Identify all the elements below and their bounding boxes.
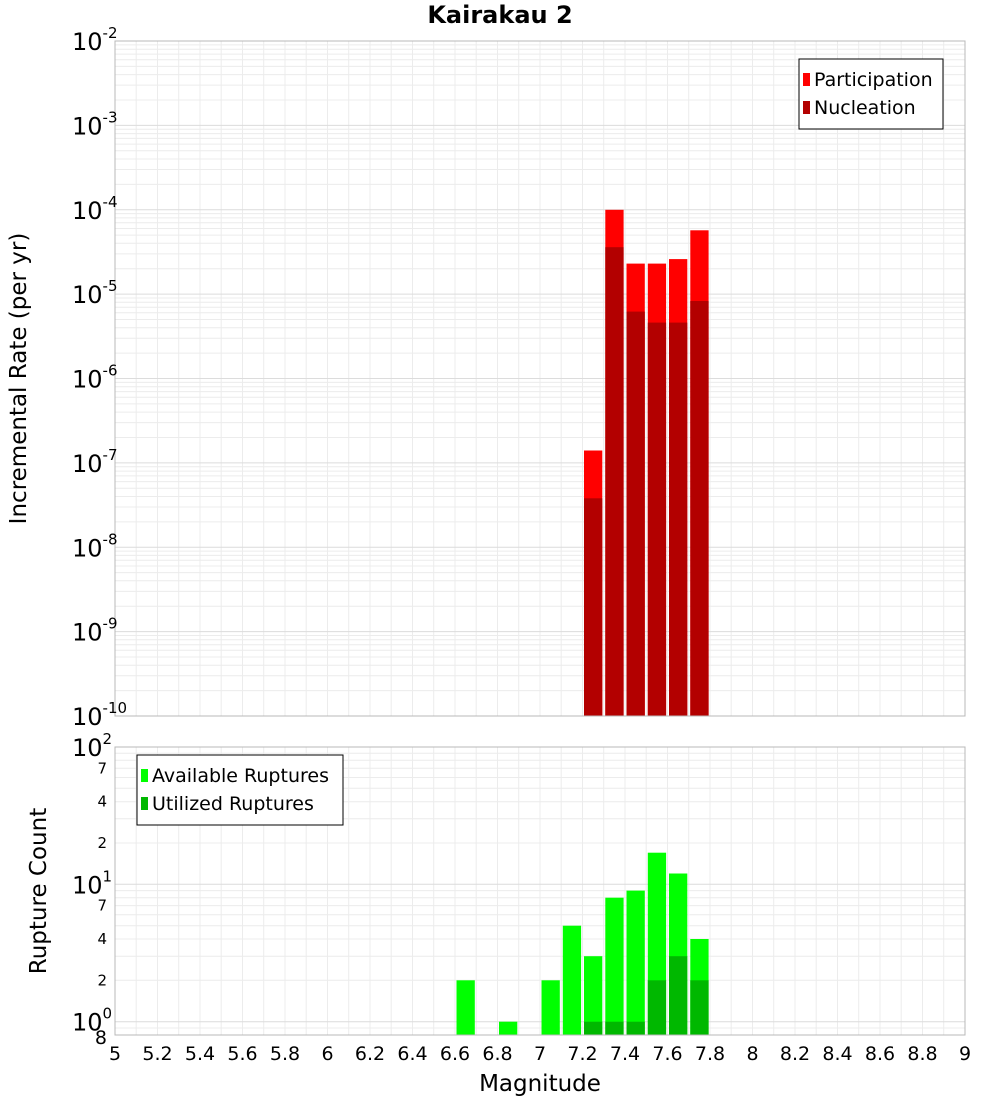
bar-utilized-ruptures: [584, 1021, 603, 1035]
count-bars: [456, 852, 709, 1035]
x-axis-ticks: 5 5.2 5.4 5.6 5.8 6 6.2 6.4 6.6 6.8 7 7.2 7.4 7.6 7.8 8…: [109, 1043, 971, 1065]
x-tick-label: 7: [534, 1043, 546, 1065]
y-minor-tick-label: 7: [97, 897, 107, 915]
legend-swatch: [141, 769, 148, 782]
x-tick-label: 8.4: [822, 1043, 852, 1065]
x-tick-label: 8.6: [865, 1043, 895, 1065]
bar-nucleation: [584, 498, 603, 716]
bar-available-ruptures: [626, 890, 645, 1035]
bar-available-ruptures: [456, 980, 475, 1035]
x-tick-label: 5.6: [227, 1043, 257, 1065]
rate-bars: [584, 209, 709, 717]
rate-panel: 10-2 10-3 10-4 10-5 10-6 10-7 10-8 10-9 10-10 In…: [6, 24, 966, 731]
rate-gridlines: [114, 40, 966, 717]
x-axis-label: Magnitude: [479, 1071, 601, 1097]
y-minor-tick-label: 4: [97, 930, 107, 948]
bar-nucleation: [647, 322, 667, 716]
legend-swatch: [803, 73, 810, 86]
bar-available-ruptures: [541, 980, 560, 1035]
bar-nucleation: [690, 301, 709, 716]
count-plot-border: [114, 746, 966, 1036]
count-y-axis-label: Rupture Count: [26, 808, 52, 974]
y-minor-tick-label: 2: [97, 971, 107, 989]
x-tick-label: 7.2: [567, 1043, 597, 1065]
bar-available-ruptures: [605, 897, 624, 1035]
x-tick-label: 6.4: [397, 1043, 427, 1065]
x-tick-label: 7.8: [695, 1043, 725, 1065]
y-minor-tick-label: 4: [97, 793, 107, 811]
y-tick-label: 10-2: [72, 24, 118, 56]
bar-utilized-ruptures: [626, 1021, 645, 1035]
bar-nucleation: [605, 247, 624, 716]
legend-box: [798, 58, 944, 130]
bar-available-ruptures: [562, 925, 582, 1035]
y-minor-tick-label: 7: [97, 759, 107, 777]
count-legend: Available Ruptures Utilized Ruptures: [136, 754, 344, 826]
count-y-ticks: 102 101 100 7 4 2 7 4 2 8: [72, 730, 112, 1049]
legend-swatch: [803, 101, 810, 114]
rate-y-ticks: 10-2 10-3 10-4 10-5 10-6 10-7 10-8 10-9 10-10: [72, 24, 127, 731]
y-tick-label: 10-9: [72, 615, 118, 647]
x-tick-label: 8.8: [907, 1043, 937, 1065]
bar-utilized-ruptures: [690, 980, 709, 1035]
y-tick-label: 10-7: [72, 446, 118, 478]
chart-title: Kairakau 2: [427, 1, 572, 29]
bar-utilized-ruptures: [605, 1021, 624, 1035]
legend-entry: Participation: [814, 69, 933, 91]
rate-y-axis-label: Incremental Rate (per yr): [6, 233, 32, 525]
x-tick-label: 5.4: [185, 1043, 215, 1065]
y-tick-label: 10-3: [72, 108, 118, 140]
x-tick-label: 8.2: [780, 1043, 810, 1065]
legend-entry: Nucleation: [814, 97, 916, 119]
x-tick-label: 6.6: [440, 1043, 470, 1065]
bar-nucleation: [669, 322, 688, 716]
legend-entry: Available Ruptures: [152, 765, 329, 787]
legend-swatch: [141, 797, 148, 810]
y-tick-label: 10-6: [72, 362, 118, 394]
x-tick-label: 7.6: [652, 1043, 682, 1065]
bar-available-ruptures: [499, 1021, 518, 1035]
y-tick-label: 100: [72, 1005, 112, 1037]
bar-utilized-ruptures: [669, 956, 688, 1035]
x-tick-label: 7.4: [610, 1043, 640, 1065]
rate-legend: Participation Nucleation: [798, 58, 944, 130]
x-tick-label: 6: [321, 1043, 333, 1065]
y-tick-label: 10-4: [72, 193, 118, 225]
y-minor-tick-label: 8: [95, 1027, 107, 1049]
bar-available-ruptures: [584, 956, 603, 1035]
x-tick-label: 6.8: [482, 1043, 512, 1065]
legend-entry: Utilized Ruptures: [152, 793, 314, 815]
bar-utilized-ruptures: [647, 980, 667, 1035]
y-tick-label: 10-5: [72, 277, 118, 309]
x-tick-label: 9: [959, 1043, 971, 1065]
bar-nucleation: [626, 311, 645, 716]
x-tick-label: 5.2: [142, 1043, 172, 1065]
count-panel: 102 101 100 7 4 2 7 4 2 8 Rupture Count Available…: [26, 730, 966, 1049]
y-minor-tick-label: 2: [97, 834, 107, 852]
y-tick-label: 102: [72, 730, 112, 762]
x-tick-label: 6.2: [355, 1043, 385, 1065]
y-tick-label: 101: [72, 867, 112, 899]
rate-plot-border: [114, 40, 966, 717]
x-tick-label: 8: [746, 1043, 758, 1065]
legend-box: [136, 754, 344, 826]
y-tick-label: 10-8: [72, 530, 118, 562]
y-tick-label: 10-10: [72, 699, 127, 731]
x-tick-label: 5: [109, 1043, 121, 1065]
x-tick-label: 5.8: [270, 1043, 300, 1065]
